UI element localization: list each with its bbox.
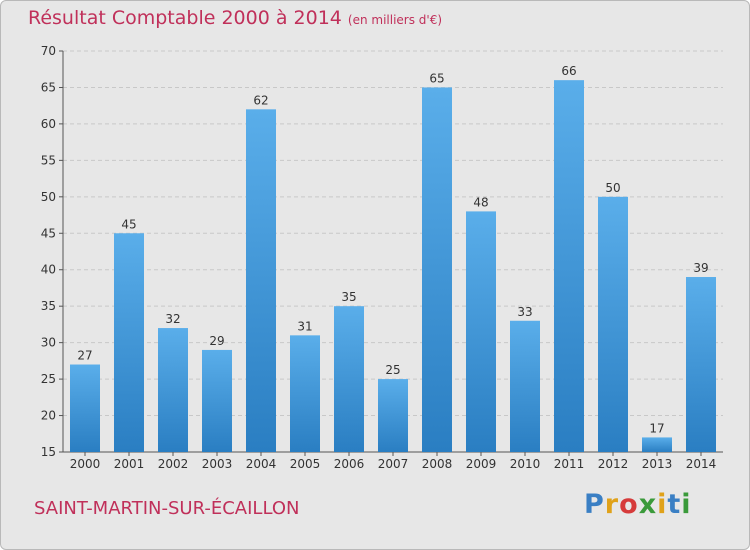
x-tick-label-2000: 2000 bbox=[70, 457, 101, 471]
value-label-2013: 17 bbox=[649, 421, 664, 435]
y-axis-tick-labels: 15 20 25 30 35 40 45 50 55 60 65 70 bbox=[41, 44, 56, 459]
x-tick-label-2001: 2001 bbox=[114, 457, 145, 471]
chart-unit: (en milliers d'€) bbox=[347, 13, 443, 27]
value-label-2010: 33 bbox=[517, 305, 532, 319]
value-label-2005: 31 bbox=[297, 319, 312, 333]
x-tick-label-2004: 2004 bbox=[246, 457, 277, 471]
value-label-2004: 62 bbox=[253, 93, 268, 107]
bar-2014 bbox=[686, 277, 716, 452]
logo-letter: P bbox=[584, 489, 605, 520]
x-tick-label-2010: 2010 bbox=[510, 457, 541, 471]
x-tick-label-2005: 2005 bbox=[290, 457, 321, 471]
bar-2000 bbox=[70, 364, 100, 452]
y-tick-label: 55 bbox=[41, 153, 56, 167]
value-labels: 27 45 32 29 62 31 35 25 65 48 33 66 50 17 39 bbox=[77, 64, 708, 435]
bar-2002 bbox=[158, 328, 188, 452]
bar-2009 bbox=[466, 211, 496, 452]
commune-name: SAINT-MARTIN-SUR-ÉCAILLON bbox=[34, 498, 300, 519]
logo-letter: t bbox=[667, 489, 682, 520]
value-label-2000: 27 bbox=[77, 349, 92, 363]
value-label-2008: 65 bbox=[429, 71, 444, 85]
chart-title: Résultat Comptable 2000 à 2014 (en millie… bbox=[28, 7, 442, 29]
logo-letter: o bbox=[619, 489, 639, 520]
proxiti-logo: Proxiti bbox=[584, 489, 692, 520]
logo-letter: r bbox=[604, 489, 620, 520]
chart-title-text: Résultat Comptable 2000 à 2014 bbox=[28, 7, 342, 29]
x-tick-label-2006: 2006 bbox=[334, 457, 365, 471]
logo-letter: x bbox=[638, 489, 658, 520]
bar-2008 bbox=[422, 87, 452, 453]
y-tick-label: 20 bbox=[41, 409, 56, 423]
logo-letter: i bbox=[657, 489, 668, 520]
x-tick-label-2002: 2002 bbox=[158, 457, 189, 471]
bar-2004 bbox=[246, 109, 276, 452]
bar-2011 bbox=[554, 80, 584, 452]
x-tick-label-2012: 2012 bbox=[598, 457, 629, 471]
x-tick-label-2013: 2013 bbox=[642, 457, 673, 471]
value-label-2003: 29 bbox=[209, 334, 224, 348]
bar-2007 bbox=[378, 379, 408, 452]
x-tick-label-2003: 2003 bbox=[202, 457, 233, 471]
value-label-2014: 39 bbox=[693, 261, 708, 275]
value-label-2001: 45 bbox=[121, 217, 136, 231]
y-tick-label: 35 bbox=[41, 299, 56, 313]
y-tick-label: 60 bbox=[41, 117, 56, 131]
bar-2013 bbox=[642, 437, 672, 452]
y-tick-label: 15 bbox=[41, 445, 56, 459]
x-tick-label-2014: 2014 bbox=[686, 457, 717, 471]
y-tick-label: 30 bbox=[41, 336, 56, 350]
value-label-2006: 35 bbox=[341, 290, 356, 304]
y-tick-label: 25 bbox=[41, 372, 56, 386]
y-tick-label: 70 bbox=[41, 44, 56, 58]
value-label-2011: 66 bbox=[561, 64, 576, 78]
bar-2010 bbox=[510, 320, 540, 452]
y-tick-label: 50 bbox=[41, 190, 56, 204]
x-axis-tick-labels: 2000 2001 2002 2003 2004 2005 2006 2007 2008 2009… bbox=[70, 452, 717, 471]
y-tick-label: 45 bbox=[41, 226, 56, 240]
logo-letter: i bbox=[681, 489, 692, 520]
bar-2003 bbox=[202, 349, 232, 452]
x-tick-label-2007: 2007 bbox=[378, 457, 409, 471]
value-label-2007: 25 bbox=[385, 363, 400, 377]
y-tick-label: 65 bbox=[41, 80, 56, 94]
x-tick-label-2008: 2008 bbox=[422, 457, 453, 471]
x-tick-label-2011: 2011 bbox=[554, 457, 585, 471]
bar-2006 bbox=[334, 306, 364, 452]
x-tick-label-2009: 2009 bbox=[466, 457, 497, 471]
value-label-2009: 48 bbox=[473, 195, 488, 209]
bars bbox=[70, 80, 716, 453]
y-tick-label: 40 bbox=[41, 263, 56, 277]
value-label-2002: 32 bbox=[165, 312, 180, 326]
value-label-2012: 50 bbox=[605, 181, 620, 195]
bar-2001 bbox=[114, 233, 144, 452]
bar-2005 bbox=[290, 335, 320, 452]
bar-2012 bbox=[598, 196, 628, 452]
